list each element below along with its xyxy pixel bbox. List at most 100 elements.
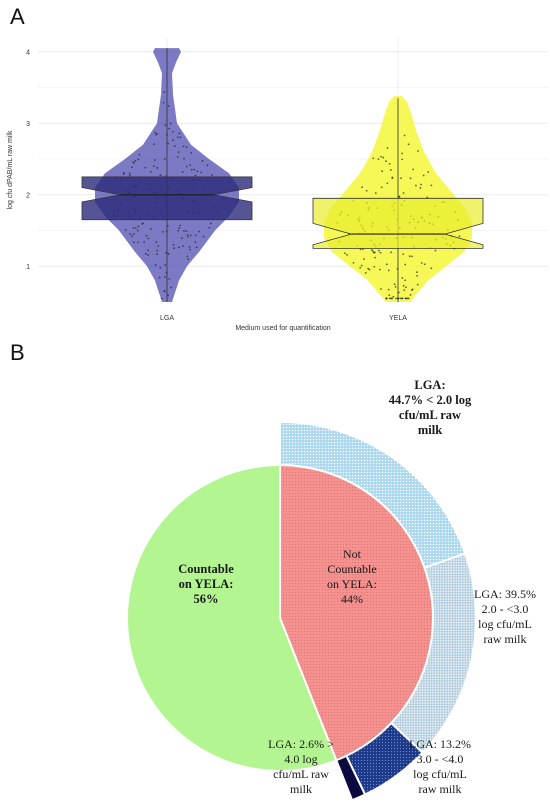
data-point — [170, 286, 172, 289]
data-point — [385, 263, 388, 266]
data-point — [388, 294, 391, 297]
data-point — [134, 159, 137, 162]
data-point — [380, 155, 382, 158]
data-point — [173, 145, 176, 147]
data-point — [128, 174, 131, 177]
data-point — [196, 170, 199, 173]
data-point — [131, 235, 134, 237]
violin-box-chart: 1 2 3 4 log cfu dPAB/mL raw milk LGA YELA Mediu… — [7, 38, 548, 332]
data-point — [167, 294, 169, 297]
data-point — [193, 168, 196, 171]
data-point — [171, 130, 174, 133]
data-point — [189, 164, 192, 166]
data-point — [458, 235, 461, 238]
data-point — [352, 261, 355, 264]
data-point — [156, 167, 159, 169]
data-point — [185, 230, 188, 233]
data-point — [209, 222, 212, 225]
data-point — [194, 174, 197, 177]
ring-lga-above-4 — [335, 754, 367, 802]
data-point — [179, 224, 182, 227]
data-point — [381, 170, 384, 173]
x-tick-label: LGA — [160, 315, 174, 322]
data-point — [401, 297, 404, 300]
data-point — [378, 268, 381, 271]
data-point — [176, 136, 179, 139]
data-point — [164, 275, 166, 278]
data-point — [401, 158, 404, 161]
data-point — [147, 254, 150, 256]
data-point — [201, 159, 204, 162]
data-point — [416, 283, 419, 286]
data-point — [364, 271, 367, 274]
data-point — [386, 182, 389, 185]
data-point — [166, 224, 169, 227]
label-lga-below-2: LGA: 44.7% < 2.0 log cfu/mL raw milk — [389, 378, 472, 437]
data-point — [194, 234, 197, 237]
data-point — [163, 91, 166, 94]
data-point — [133, 241, 135, 244]
data-point — [208, 226, 211, 229]
data-point — [346, 253, 348, 256]
data-point — [145, 234, 148, 237]
data-point — [417, 150, 419, 152]
data-point — [430, 267, 433, 270]
data-point — [178, 227, 181, 229]
data-point — [122, 171, 125, 174]
data-point — [129, 233, 131, 235]
data-point — [388, 162, 391, 165]
data-point — [411, 255, 413, 258]
data-point — [186, 234, 189, 236]
data-point — [430, 184, 433, 187]
data-point — [374, 192, 377, 195]
data-point — [411, 288, 414, 291]
data-point — [172, 243, 175, 246]
data-point — [420, 262, 423, 264]
nested-pie-chart: Countable on YELA: 56% Not Countable on YELA:… — [126, 378, 536, 802]
data-point — [185, 146, 188, 149]
box-lga — [81, 176, 253, 221]
data-point — [202, 235, 205, 238]
label-not-countable: Not Countable on YELA: 44% — [327, 547, 377, 606]
data-point — [183, 157, 185, 160]
data-point — [163, 158, 166, 160]
data-point — [131, 166, 133, 169]
y-axis-label: log cfu dPAB/mL raw milk — [7, 130, 14, 209]
data-point — [365, 189, 368, 192]
data-point — [377, 158, 380, 161]
data-point — [404, 263, 407, 266]
data-point — [163, 290, 166, 293]
data-point — [164, 124, 167, 127]
data-point — [149, 227, 152, 230]
data-point — [395, 297, 397, 300]
data-point — [154, 264, 157, 266]
data-point — [391, 177, 394, 180]
data-point — [164, 264, 167, 266]
data-point — [378, 249, 380, 252]
data-point — [206, 164, 209, 167]
data-point — [159, 174, 162, 177]
data-point — [382, 156, 385, 159]
data-point — [407, 143, 410, 146]
data-point — [161, 230, 164, 233]
data-point — [187, 258, 189, 261]
data-point — [185, 165, 188, 168]
data-point — [177, 151, 180, 154]
data-point — [141, 222, 144, 225]
data-point — [190, 152, 193, 154]
y-tick-label: 1 — [26, 264, 30, 271]
data-point — [187, 235, 189, 238]
data-point — [390, 251, 393, 254]
y-tick-label: 3 — [26, 121, 30, 128]
data-point — [167, 105, 170, 107]
data-point — [137, 225, 140, 228]
data-point — [189, 234, 192, 237]
data-point — [136, 229, 139, 232]
y-tick-label: 2 — [26, 192, 30, 199]
data-point — [132, 233, 135, 236]
data-point — [416, 271, 418, 274]
data-point — [401, 277, 404, 279]
data-point — [368, 268, 371, 271]
x-axis-label: Medium used for quantification — [235, 325, 330, 332]
data-point — [167, 142, 169, 145]
